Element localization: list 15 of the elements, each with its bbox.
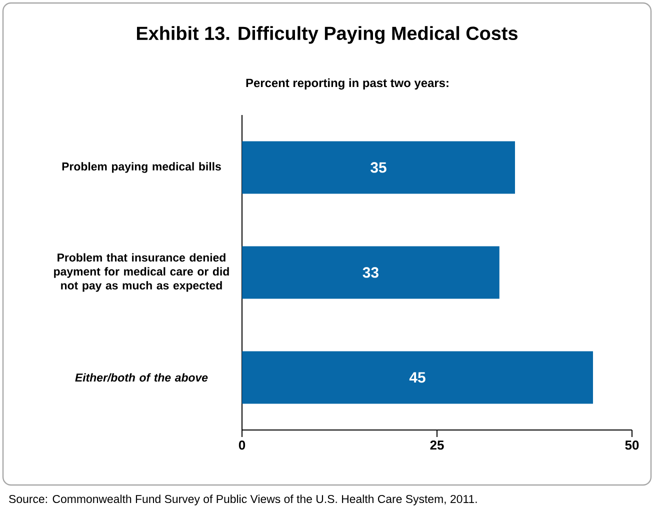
chart-title: Exhibit 13. Difficulty Paying Medical Costs [137,26,518,44]
bar [242,246,500,299]
x-tick-label: 25 [430,440,444,450]
y-tick-label: Problem that insurance denied payment for medical care or did not pay as much as expected [54,253,229,292]
chart-subtitle: Percent reporting in past two years: [246,78,448,90]
data-label: 33 [362,267,378,278]
y-tick-label: Either/both of the above [75,373,208,382]
x-tick-label: 0 [238,440,246,450]
data-label: 35 [370,162,386,173]
x-tick-label: 50 [625,440,639,450]
bar [242,351,593,404]
source-note: Source: Commonwealth Fund Survey of Public Views of the U.S. Health Care System, 2011. [9,494,477,506]
data-label: 45 [409,372,426,383]
bar [242,141,516,194]
y-tick-label: Problem paying medical bills [62,162,221,173]
